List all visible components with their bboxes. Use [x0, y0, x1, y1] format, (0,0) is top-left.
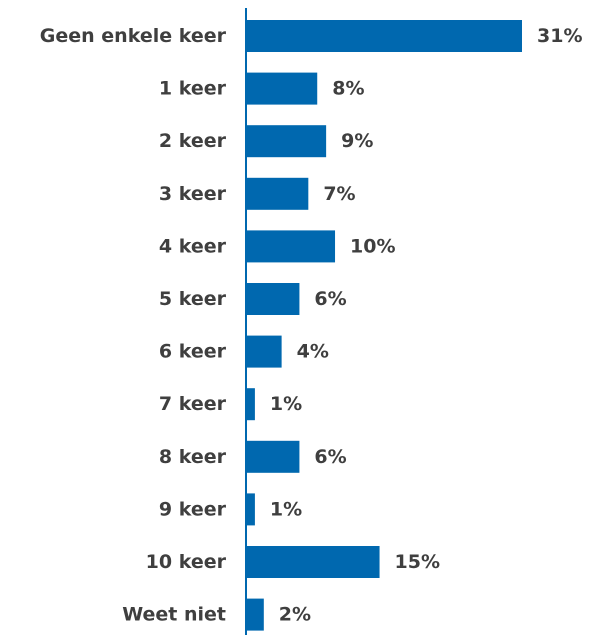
- bar-4-keer: [246, 230, 336, 263]
- value-label-geen-enkele-keer: 31%: [537, 25, 582, 47]
- category-label-3-keer: 3 keer: [159, 183, 227, 205]
- bar-8-keer: [246, 440, 300, 473]
- bar-10-keer: [246, 546, 380, 578]
- category-label-geen-enkele-keer: Geen enkele keer: [40, 25, 227, 47]
- category-label-10-keer: 10 keer: [146, 551, 227, 573]
- category-label-9-keer: 9 keer: [159, 498, 227, 520]
- value-label-5-keer: 6%: [314, 288, 346, 310]
- bar-geen-enkele-keer: [246, 20, 522, 52]
- category-label-2-keer: 2 keer: [159, 130, 227, 152]
- category-label-8-keer: 8 keer: [159, 446, 227, 468]
- bar-2-keer: [246, 125, 327, 158]
- bar-6-keer: [246, 335, 282, 368]
- value-label-6-keer: 4%: [297, 341, 329, 363]
- bar-1-keer: [246, 72, 318, 105]
- value-label-2-keer: 9%: [341, 130, 373, 152]
- bar-9-keer: [246, 493, 255, 526]
- bars-group: [246, 20, 522, 631]
- category-label-7-keer: 7 keer: [159, 393, 227, 415]
- value-label-4-keer: 10%: [350, 235, 395, 257]
- category-label-5-keer: 5 keer: [159, 288, 227, 310]
- value-label-9-keer: 1%: [270, 498, 302, 520]
- value-label-10-keer: 15%: [395, 551, 440, 573]
- category-labels-group: Geen enkele keer 1 keer 2 keer 3 keer 4 keer…: [40, 25, 227, 626]
- category-label-6-keer: 6 keer: [159, 341, 227, 363]
- value-label-weet-niet: 2%: [279, 604, 311, 626]
- category-label-1-keer: 1 keer: [159, 78, 227, 100]
- value-label-3-keer: 7%: [323, 183, 355, 205]
- value-label-8-keer: 6%: [314, 446, 346, 468]
- bar-3-keer: [246, 177, 309, 210]
- bar-5-keer: [246, 283, 300, 315]
- bar-weet-niet: [246, 598, 264, 631]
- category-label-4-keer: 4 keer: [159, 235, 227, 257]
- bar-7-keer: [246, 388, 255, 421]
- value-label-7-keer: 1%: [270, 393, 302, 415]
- category-label-weet-niet: Weet niet: [122, 604, 226, 626]
- value-label-1-keer: 8%: [332, 78, 364, 100]
- value-labels-group: 31% 8% 9% 7% 10% 6% 4% 1% 6% 1% 15% 2%: [270, 25, 583, 626]
